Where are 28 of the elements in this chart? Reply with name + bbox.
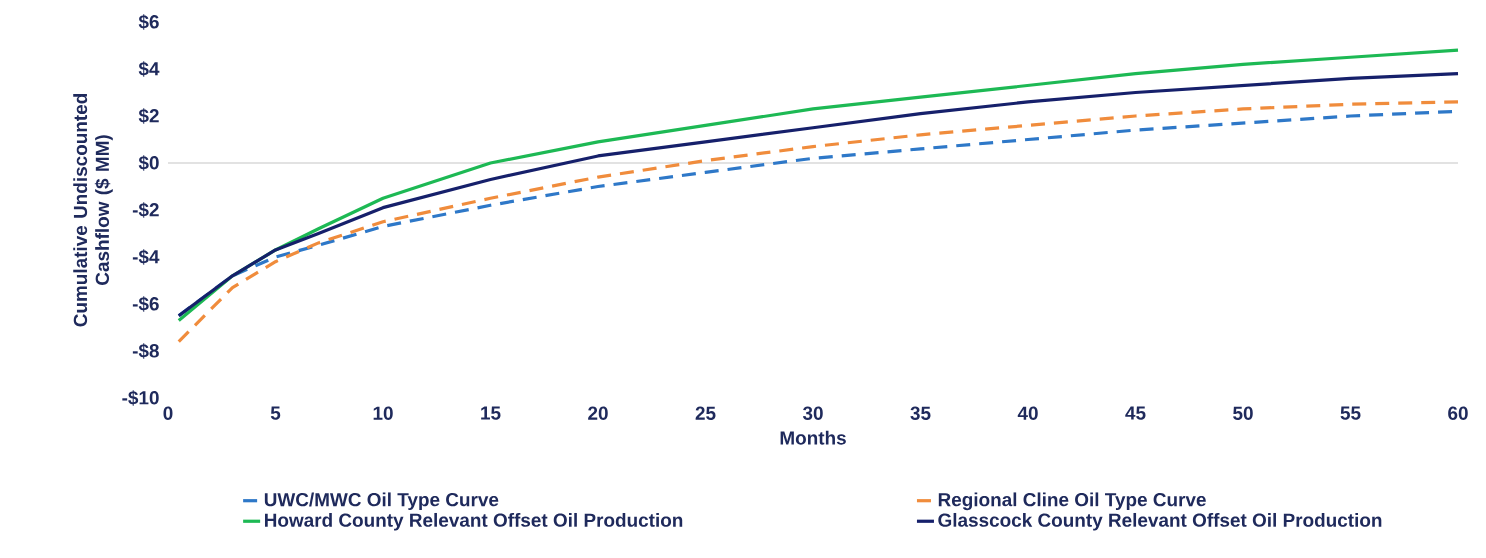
- y-tick-label: -$4: [132, 249, 160, 265]
- legend-label: Glasscock County Relevant Offset Oil Production: [938, 512, 1382, 531]
- y-tick-label: -$8: [132, 343, 159, 359]
- legend-label: Howard County Relevant Offset Oil Production: [265, 512, 683, 531]
- y-axis-title: Cumulative Undiscounted Cashflow ($ MM): [73, 93, 113, 327]
- y-tick-label: -$2: [132, 202, 159, 218]
- y-tick-label: $2: [138, 108, 159, 124]
- y-tick-label: -$10: [122, 390, 159, 406]
- x-tick-label: 35: [910, 406, 931, 420]
- legend-label: Regional Cline Oil Type Curve: [938, 492, 1206, 511]
- x-tick-label: 55: [1340, 406, 1361, 420]
- x-tick-label: 0: [163, 406, 173, 420]
- x-tick-label: 50: [1233, 406, 1253, 420]
- x-tick-label: 5: [270, 406, 281, 420]
- x-tick-label: 20: [588, 406, 608, 420]
- y-tick-label: $6: [138, 14, 159, 30]
- x-tick-label: 60: [1448, 406, 1468, 420]
- x-axis-title: Months: [780, 430, 846, 445]
- x-tick-label: 10: [373, 406, 393, 420]
- x-tick-label: 40: [1017, 406, 1038, 420]
- y-tick-label: $4: [138, 61, 160, 77]
- x-tick-label: 25: [695, 406, 716, 420]
- legend-label: UWC/MWC Oil Type Curve: [264, 492, 499, 511]
- y-tick-label: -$6: [132, 296, 159, 312]
- x-tick-label: 15: [481, 406, 501, 420]
- y-tick-label: $0: [138, 155, 159, 171]
- x-tick-label: 45: [1125, 406, 1146, 420]
- x-tick-label: 30: [802, 406, 823, 420]
